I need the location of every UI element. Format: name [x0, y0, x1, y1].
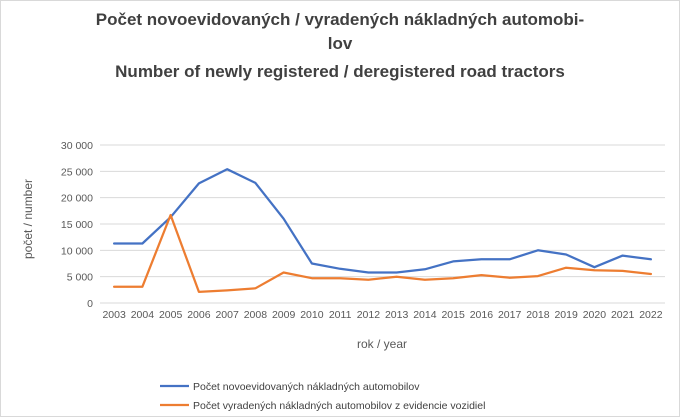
legend-entry-2: Počet vyradených nákladných automobilov …: [160, 400, 485, 412]
chart-title-line-1: Počet novoevidovaných / vyradených nákla…: [95, 10, 585, 29]
x-tick-label: 2007: [215, 309, 239, 321]
y-tick-label: 20 000: [61, 193, 93, 205]
legend-entry-1: Počet novoevidovaných nákladných automob…: [160, 381, 420, 393]
x-tick-label: 2003: [102, 309, 126, 321]
y-tick-label: 5 000: [67, 272, 93, 284]
x-tick-label: 2011: [329, 309, 352, 321]
x-tick-label: 2022: [639, 309, 663, 321]
x-axis-title: rok / year: [357, 337, 407, 351]
y-tick-label: 0: [87, 298, 93, 310]
y-tick-label: 15 000: [61, 219, 93, 231]
x-tick-label: 2016: [470, 309, 494, 321]
x-tick-label: 2019: [554, 309, 578, 321]
legend-label: Počet novoevidovaných nákladných automob…: [193, 381, 420, 393]
x-tick-label: 2020: [583, 309, 607, 321]
y-axis-title: počet / number: [21, 179, 35, 259]
series-line-1: [112, 168, 653, 274]
x-tick-label: 2012: [357, 309, 381, 321]
x-tick-label: 2017: [498, 309, 522, 321]
x-tick-label: 2006: [187, 309, 211, 321]
x-tick-label: 2004: [131, 309, 155, 321]
series-line-2: [112, 213, 653, 294]
legend-label: Počet vyradených nákladných automobilov …: [193, 400, 485, 412]
x-tick-label: 2005: [159, 309, 183, 321]
x-tick-label: 2015: [441, 309, 465, 321]
y-tick-label: 30 000: [61, 140, 93, 152]
x-tick-label: 2009: [272, 309, 296, 321]
x-tick-label: 2014: [413, 309, 437, 321]
legend: Počet novoevidovaných nákladných automob…: [160, 381, 485, 412]
chart-title-line-2: lov: [327, 34, 353, 53]
chart-title-line-3: Number of newly registered / deregistere…: [115, 62, 565, 81]
gridlines: [100, 144, 665, 304]
x-tick-label: 2010: [300, 309, 324, 321]
x-tick-label: 2013: [385, 309, 409, 321]
x-tick-label: 2021: [611, 309, 635, 321]
x-tick-labels: 2003 2004 2005 2006 2007 2008 2009 2010 2011 2012…: [102, 309, 662, 321]
x-tick-label: 2008: [244, 309, 268, 321]
series-lines: [112, 168, 653, 294]
y-tick-label: 25 000: [61, 166, 93, 178]
y-tick-label: 10 000: [61, 245, 93, 257]
x-tick-label: 2018: [526, 309, 550, 321]
y-tick-labels: 0 5 000 10 000 15 000 20 000 25 000 30 000: [61, 140, 93, 310]
